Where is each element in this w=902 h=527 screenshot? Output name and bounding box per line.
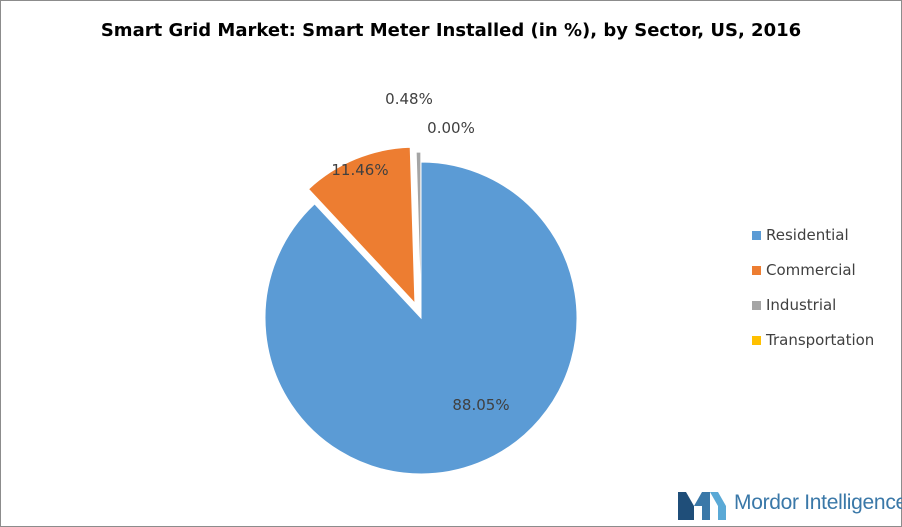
chart-title: Smart Grid Market: Smart Meter Installed… [100,20,802,41]
legend-swatch-residential [752,231,761,240]
brand-logo: Mordor Intelligence [676,488,902,522]
legend-swatch-commercial [752,266,761,275]
legend-label-industrial: Industrial [766,296,837,314]
mordor-logo-icon [678,492,726,520]
data-label-commercial: 11.46% [331,161,388,179]
pie-slice-commercial [307,146,416,305]
data-label-residential: 88.05% [452,396,509,414]
legend-label-commercial: Commercial [766,261,856,279]
brand-name: Mordor Intelligence [734,491,902,514]
legend-swatch-industrial [752,301,761,310]
legend-item-transportation: Transportation [752,331,874,366]
legend-swatch-transportation [752,336,761,345]
data-label-transportation: 0.00% [427,119,475,137]
legend-item-industrial: Industrial [752,296,874,331]
legend-label-residential: Residential [766,226,849,244]
legend-label-transportation: Transportation [766,331,875,349]
pie-slice-residential [264,161,578,475]
legend-item-commercial: Commercial [752,261,874,296]
legend-item-residential: Residential [752,226,874,261]
pie-slice-industrial [415,151,422,309]
data-label-industrial: 0.48% [385,90,433,108]
legend: Residential Commercial Industrial Transp… [752,226,874,366]
